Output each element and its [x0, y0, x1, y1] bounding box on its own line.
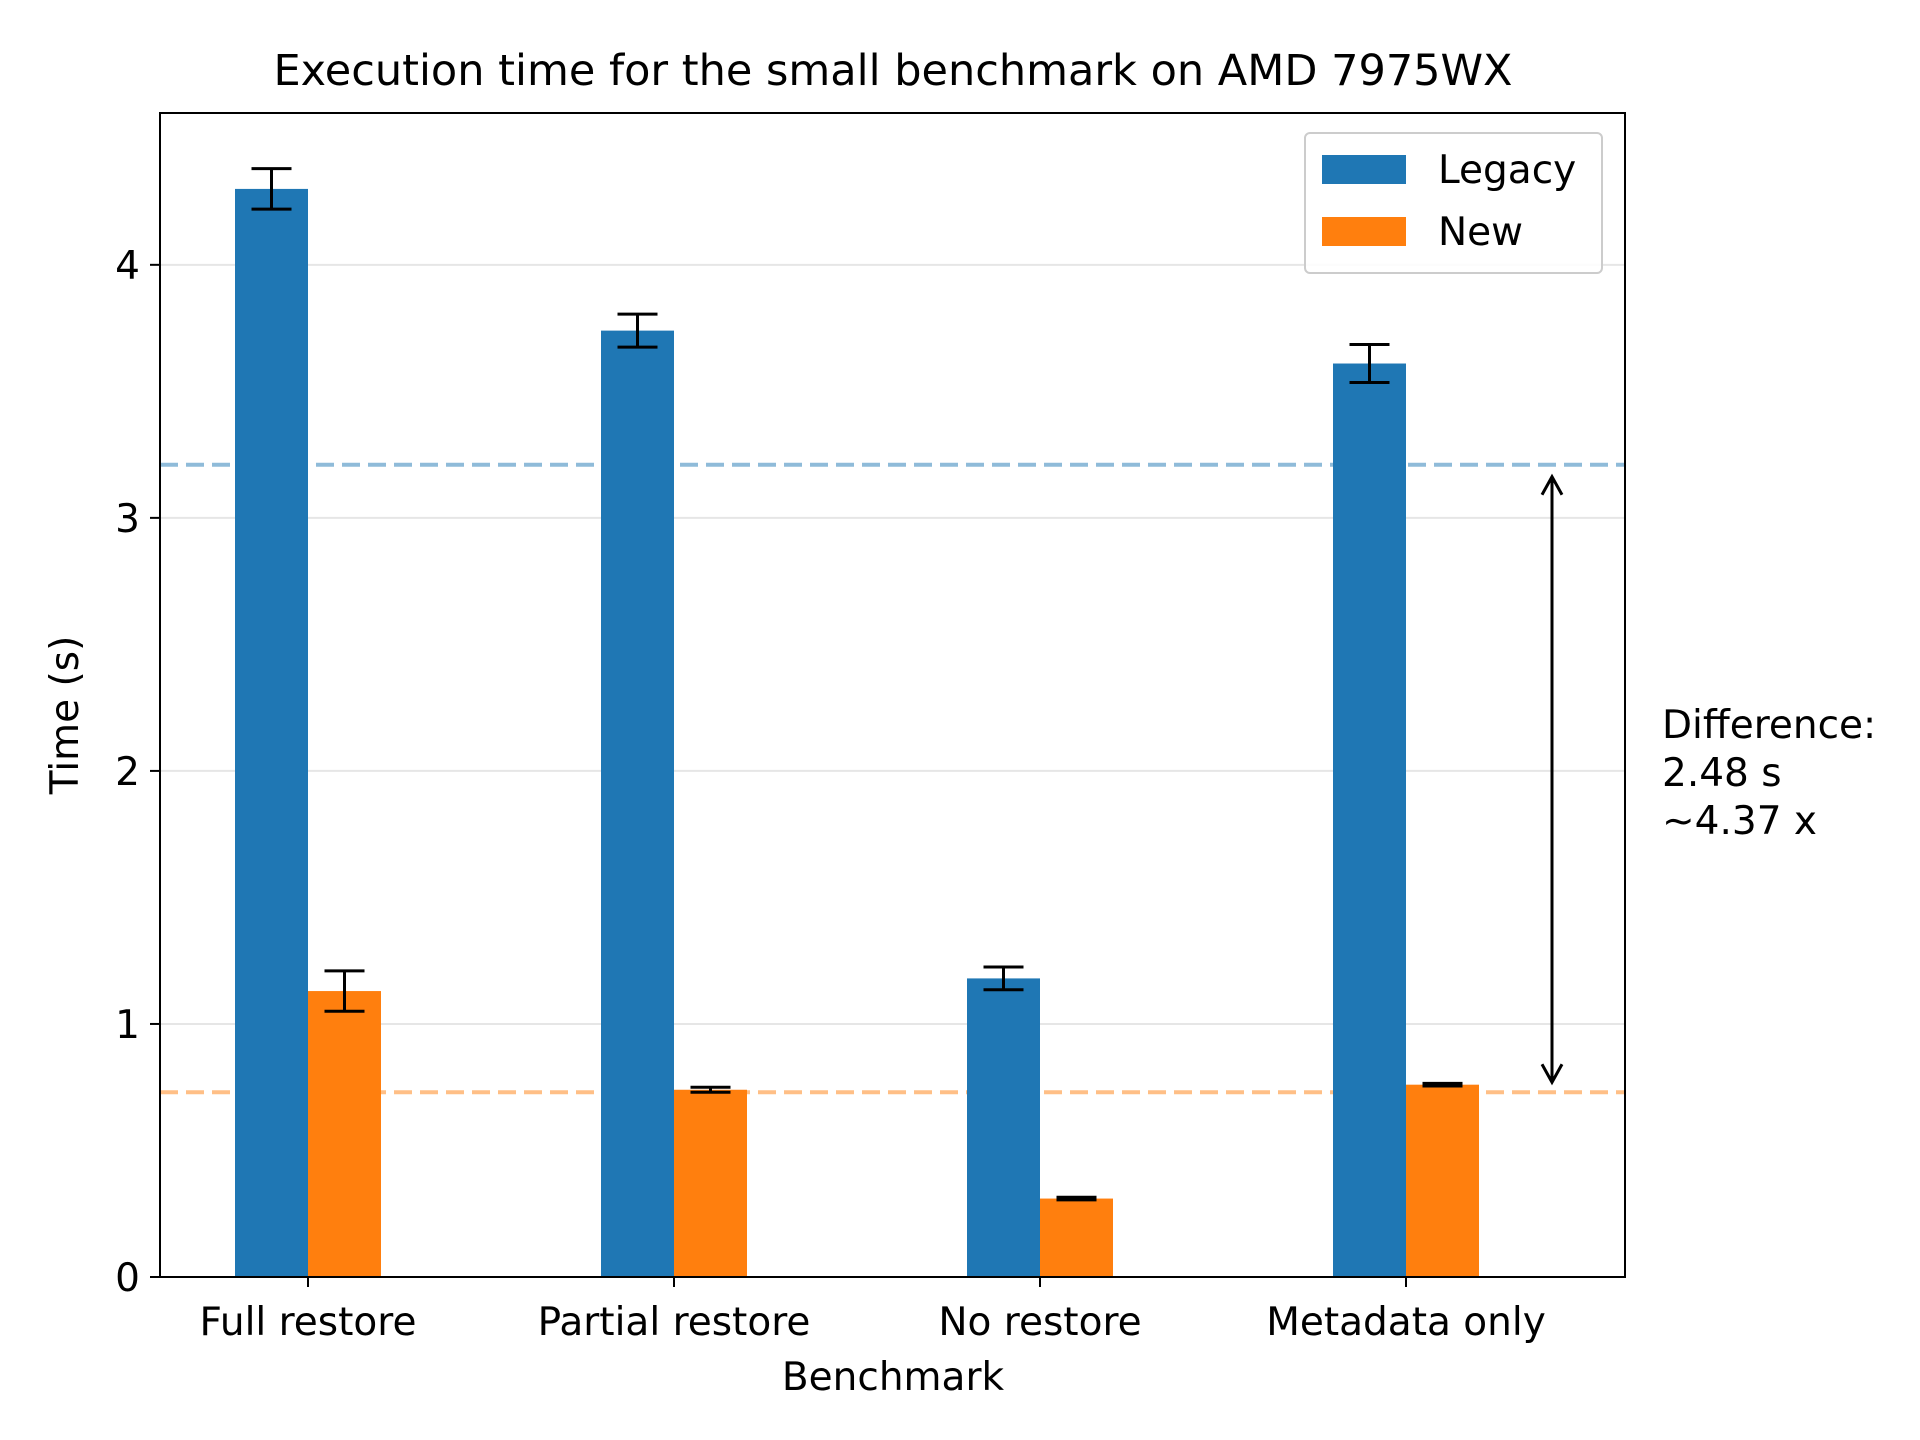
bar-new-3: [1406, 1084, 1479, 1277]
difference-arrow-head-bottom: [1540, 1063, 1564, 1086]
axes: Full restore Partial restore No restore Met…: [115, 112, 1626, 1345]
difference-text-line-0: Difference:: [1662, 703, 1876, 748]
bar-legacy-0: [235, 188, 308, 1277]
x-tick-label: Partial restore: [538, 1300, 811, 1345]
legend-swatch-new: [1322, 217, 1406, 246]
x-axis-label: Benchmark: [782, 1355, 1005, 1400]
legend-label-new: New: [1438, 210, 1523, 255]
bar-legacy-1: [601, 330, 674, 1277]
y-tick-label: 4: [115, 244, 140, 289]
error-bars: [251, 167, 1463, 1202]
y-tick-label: 3: [115, 497, 140, 542]
difference-text-line-1: 2.48 s: [1662, 751, 1782, 796]
difference-annotation: Difference:2.48 s~4.37 x: [1540, 473, 1876, 1086]
x-tick-label: Metadata only: [1266, 1300, 1546, 1345]
y-tick-label: 0: [115, 1256, 140, 1301]
legend-swatch-legacy: [1322, 155, 1406, 184]
difference-arrow-head-top: [1540, 473, 1564, 496]
x-tick-label: No restore: [938, 1300, 1141, 1345]
bar-legacy-2: [967, 978, 1040, 1277]
bar-new-1: [674, 1089, 747, 1277]
bar-new-2: [1040, 1198, 1113, 1277]
plot-frame: [159, 112, 1626, 1278]
legend-label-legacy: Legacy: [1438, 148, 1576, 193]
y-axis-label: Time (s): [43, 636, 88, 796]
bar-new-0: [308, 991, 381, 1277]
difference-text-line-2: ~4.37 x: [1662, 799, 1817, 844]
chart-title: Execution time for the small benchmark o…: [273, 46, 1512, 96]
legend: Legacy New: [1304, 132, 1603, 274]
y-tick-label: 2: [115, 750, 140, 795]
bar-legacy-3: [1333, 363, 1406, 1277]
bars: [235, 188, 1479, 1277]
reference-lines: [160, 462, 1625, 1095]
y-tick-label: 1: [115, 1003, 140, 1048]
x-tick-label: Full restore: [200, 1300, 417, 1345]
